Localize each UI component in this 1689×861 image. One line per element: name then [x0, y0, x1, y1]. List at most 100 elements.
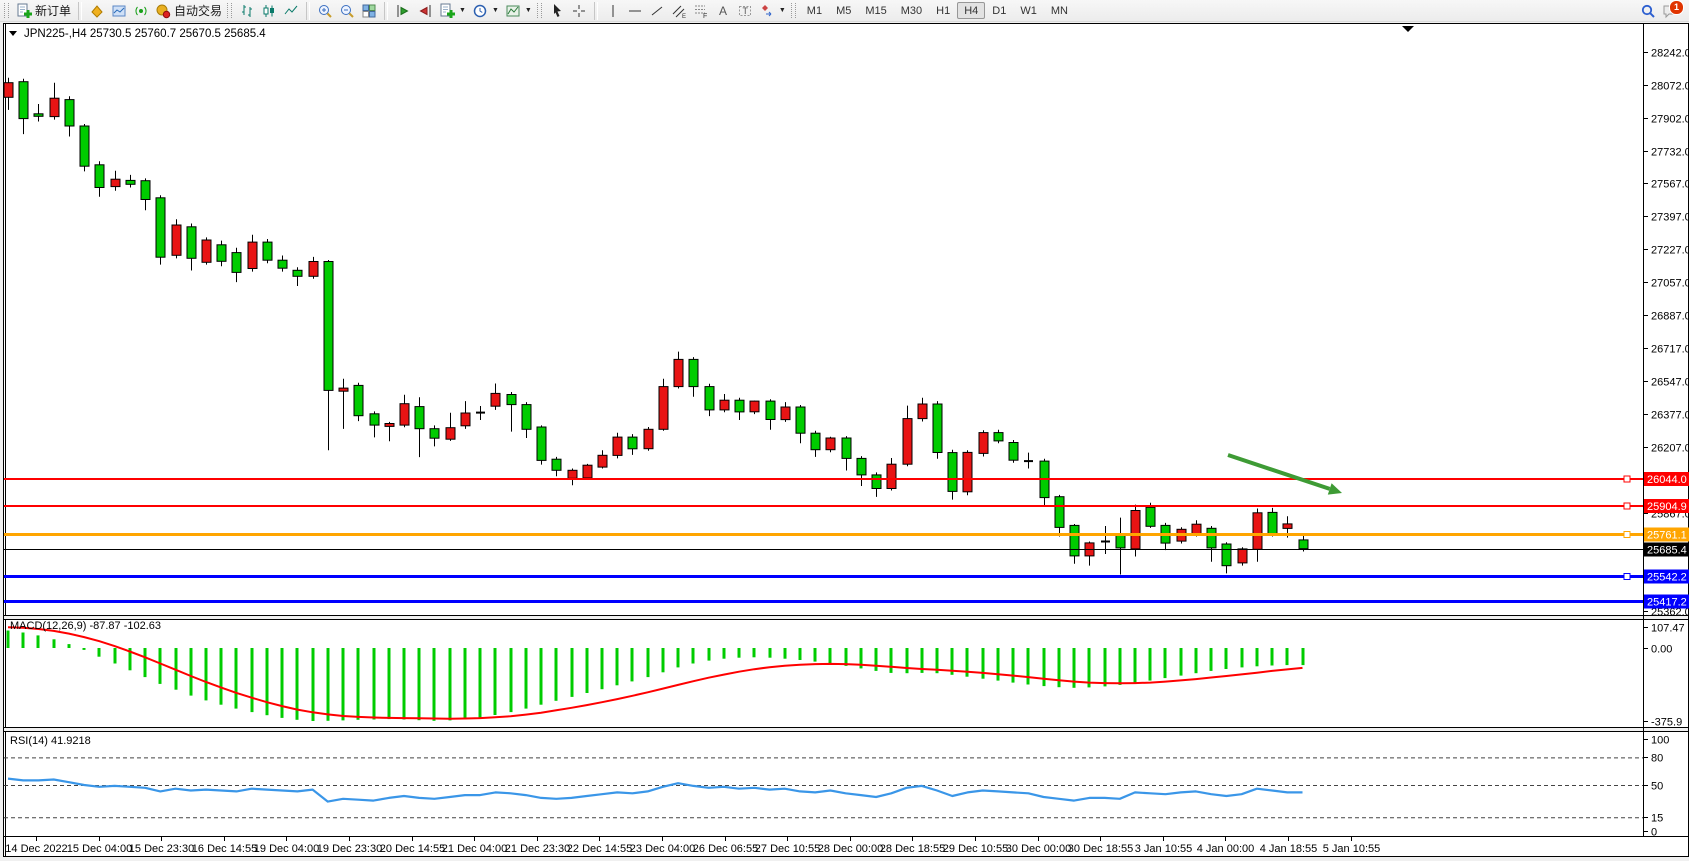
crosshair-button[interactable]: [568, 1, 590, 21]
autotrade-icon: [156, 4, 171, 18]
text-button[interactable]: A: [712, 1, 734, 21]
svg-text:21 Dec 23:30: 21 Dec 23:30: [505, 843, 570, 855]
auto-scroll-icon: [397, 4, 409, 17]
tf-button-W1[interactable]: W1: [1020, 5, 1037, 17]
rsi-panel: 100 80 50 15 0 RSI(14) 41.9218: [4, 735, 1669, 839]
svg-text:26 Dec 06:55: 26 Dec 06:55: [693, 843, 758, 855]
trendline-button[interactable]: [646, 1, 668, 21]
zoom-out-button[interactable]: [336, 1, 358, 21]
svg-text:27902.0: 27902.0: [1651, 114, 1689, 126]
toolbar-separator: [78, 1, 83, 20]
svg-text:16 Dec 14:55: 16 Dec 14:55: [192, 843, 257, 855]
new-order-label: 新订单: [35, 4, 72, 18]
svg-text:0.00: 0.00: [1651, 644, 1672, 656]
svg-text:3 Jan 10:55: 3 Jan 10:55: [1135, 843, 1193, 855]
svg-text:25417.2: 25417.2: [1647, 597, 1687, 609]
search-button[interactable]: [1637, 1, 1659, 21]
svg-text:15 Dec 04:00: 15 Dec 04:00: [67, 843, 132, 855]
tf-button-M1[interactable]: M1: [806, 5, 823, 17]
price-label-box: [1644, 594, 1689, 609]
tf-button-H1[interactable]: H1: [936, 5, 951, 17]
tf-button-MN[interactable]: MN: [1050, 5, 1068, 17]
toolbar-grip[interactable]: [4, 3, 9, 18]
toolbar-grip[interactable]: [790, 3, 796, 18]
toolbar-separator: [384, 1, 389, 20]
tf-button-H4[interactable]: H4: [957, 2, 986, 19]
toolbar-grip[interactable]: [536, 3, 542, 18]
profile-chart-button[interactable]: [108, 1, 130, 21]
dropdown-caret-icon: ▼: [778, 7, 786, 14]
chart-title-collapse-icon: [9, 31, 17, 36]
profile-chart-icon: [112, 5, 126, 16]
svg-text:25542.2: 25542.2: [1647, 572, 1687, 584]
text-label-button[interactable]: T: [734, 1, 756, 21]
svg-text:25685.4: 25685.4: [1647, 545, 1687, 557]
fibonacci-icon: F: [694, 5, 707, 19]
tf-button-M15[interactable]: M15: [865, 5, 887, 17]
toolbar-separator: [593, 1, 598, 20]
tf-button-M30[interactable]: M30: [900, 5, 923, 17]
cursor-button[interactable]: [546, 1, 568, 21]
svg-text:27057.0: 27057.0: [1651, 278, 1689, 290]
level-lines: 26044.0 25904.9 25761.1 25685.4 25542.2 25417…: [4, 472, 1689, 609]
svg-text:26044.0: 26044.0: [1647, 474, 1687, 486]
line-handle: [1623, 502, 1631, 510]
chart-shift-button[interactable]: [414, 1, 436, 21]
price-label-box: [1644, 472, 1689, 486]
timeframe-group: M1 M5 M15 M30 H1 H4 D1 W1 MN: [800, 2, 1075, 19]
new-template-icon: [440, 3, 456, 18]
price-label-box: [1644, 499, 1689, 513]
svg-text:30 Dec 18:55: 30 Dec 18:55: [1068, 843, 1133, 855]
tf-button-D1[interactable]: D1: [992, 5, 1007, 17]
vertical-line-button[interactable]: [602, 1, 624, 21]
svg-text:26547.0: 26547.0: [1651, 377, 1689, 389]
svg-text:27227.0: 27227.0: [1651, 245, 1689, 257]
svg-text:22 Dec 14:55: 22 Dec 14:55: [567, 843, 632, 855]
svg-text:26717.0: 26717.0: [1651, 344, 1689, 356]
svg-text:0: 0: [1651, 827, 1657, 839]
svg-text:27 Dec 10:55: 27 Dec 10:55: [755, 843, 820, 855]
line-chart-mode-icon: [284, 5, 298, 14]
equidistant-channel-button[interactable]: E: [668, 1, 690, 21]
line-handle: [1623, 573, 1631, 580]
svg-text:14 Dec 2022: 14 Dec 2022: [5, 843, 67, 855]
signal-icon: [135, 6, 147, 15]
svg-text:E: E: [682, 14, 686, 19]
auto-scroll-button[interactable]: [392, 1, 414, 21]
rsi-line: [7, 777, 1303, 803]
equidistant-channel-icon: E: [672, 5, 686, 19]
fibonacci-button[interactable]: F: [690, 1, 712, 21]
text-label-icon: T: [738, 5, 751, 16]
trend-arrow-annotation: [1227, 453, 1342, 495]
arrow-shapes-button[interactable]: ▼: [756, 1, 789, 21]
tile-windows-button[interactable]: [358, 1, 380, 21]
price-label-box: [1644, 527, 1689, 542]
price-label-box: [1644, 569, 1689, 584]
svg-text:26887.0: 26887.0: [1651, 311, 1689, 323]
period-clock-button[interactable]: ▼: [469, 1, 502, 21]
line-chart-mode-button[interactable]: [280, 1, 302, 21]
signal-button[interactable]: [130, 1, 152, 21]
svg-text:80: 80: [1651, 753, 1663, 765]
autotrade-button[interactable]: 自动交易: [152, 1, 225, 21]
svg-text:26377.0: 26377.0: [1651, 410, 1689, 422]
svg-text:A: A: [719, 4, 727, 18]
svg-text:-375.9: -375.9: [1651, 717, 1682, 729]
zoom-in-button[interactable]: [314, 1, 336, 21]
toolbar-separator: [306, 1, 311, 20]
vertical-line-icon: [612, 4, 614, 17]
zoom-in-icon: [319, 4, 332, 18]
indicator-list-button[interactable]: ▼: [502, 1, 535, 21]
tf-button-M5[interactable]: M5: [836, 5, 852, 17]
notifications-button[interactable]: 1: [1659, 0, 1684, 21]
line-handle: [1623, 531, 1631, 538]
new-order-button[interactable]: 新订单: [13, 1, 74, 21]
new-template-button[interactable]: ▼: [436, 1, 469, 21]
bar-chart-mode-button[interactable]: [236, 1, 258, 21]
horizontal-line-button[interactable]: [624, 1, 646, 21]
candlestick-mode-button[interactable]: [258, 1, 280, 21]
period-clock-icon: [473, 4, 487, 17]
toolbar-grip[interactable]: [227, 3, 233, 18]
market-watch-button[interactable]: [86, 1, 108, 21]
